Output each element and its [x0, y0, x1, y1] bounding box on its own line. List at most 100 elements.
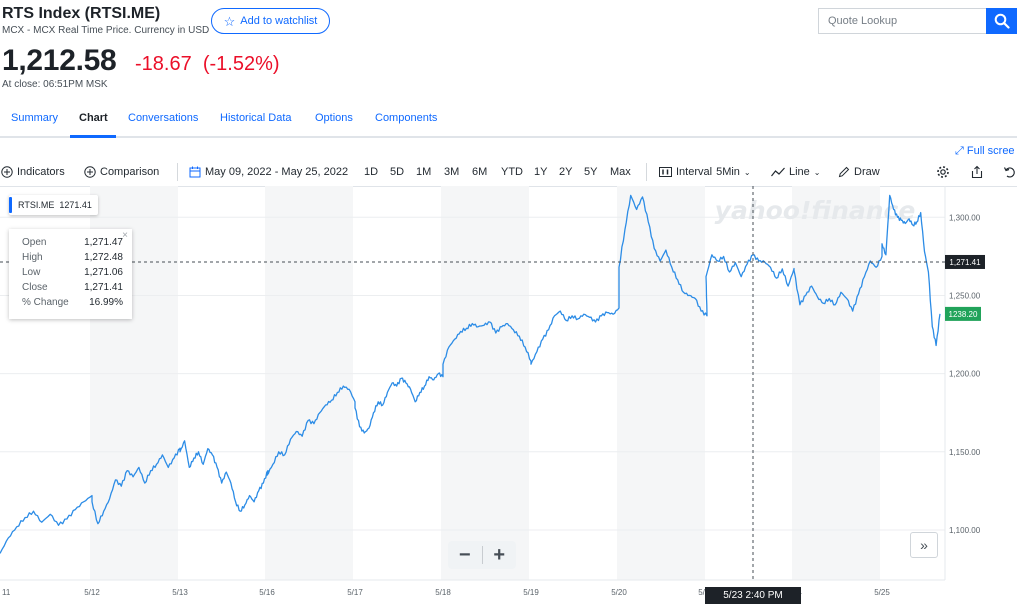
close-icon[interactable]: ×: [122, 230, 128, 241]
range-1m[interactable]: 1M: [416, 166, 432, 178]
tooltip-row-open: Open 1,271.47: [22, 235, 123, 250]
zoom-in-button[interactable]: +: [482, 541, 516, 569]
range-5d[interactable]: 5D: [390, 166, 405, 178]
price-chart[interactable]: yahoo!finance 1,100.001,150.001,200.001,…: [0, 186, 1017, 606]
tooltip-label: Close: [22, 282, 48, 293]
tooltip-value: 16.99%: [89, 297, 123, 308]
comparison-button[interactable]: Comparison: [84, 166, 159, 178]
range-5y[interactable]: 5Y: [584, 166, 598, 178]
pencil-icon: [838, 166, 850, 178]
tab-chart[interactable]: Chart: [79, 112, 108, 124]
yahoo-finance-watermark: yahoo!finance: [715, 196, 916, 225]
search-icon: [994, 13, 1010, 29]
tab-options[interactable]: Options: [315, 112, 353, 124]
price-line: [0, 194, 941, 554]
price-change-percent: (-1.52%): [202, 53, 280, 75]
range-ytd[interactable]: YTD: [501, 166, 523, 178]
candle-icon: [659, 167, 672, 177]
range-6m[interactable]: 6M: [472, 166, 488, 178]
series-legend[interactable]: RTSI.ME 1271.41: [9, 195, 98, 215]
comparison-label: Comparison: [100, 166, 160, 178]
quote-tabs: Summary Chart Conversations Historical D…: [0, 104, 1017, 138]
scroll-to-latest-button[interactable]: »: [910, 532, 938, 558]
y-tick-label: 1,100.00: [949, 526, 981, 535]
x-tick-label: 5/13: [172, 588, 188, 597]
ohlc-tooltip: × Open 1,271.47 High 1,272.48 Low 1,271.06 …: [9, 229, 132, 319]
tooltip-row-close: Close 1,271.41: [22, 280, 123, 295]
price-line-series: [0, 194, 941, 554]
tooltip-row-low: Low 1,271.06: [22, 265, 123, 280]
add-to-watchlist-button[interactable]: ☆ Add to watchlist: [211, 8, 330, 34]
plus-icon: +: [493, 543, 506, 566]
tooltip-row-high: High 1,272.48: [22, 250, 123, 265]
date-range-label: May 09, 2022 - May 25, 2022: [205, 166, 349, 178]
plus-circle-icon: [84, 166, 96, 178]
y-tick-label: 1,250.00: [949, 291, 981, 300]
tab-summary[interactable]: Summary: [11, 112, 59, 124]
price-change: -18.67 (-1.52%): [135, 53, 280, 76]
draw-label: Draw: [854, 166, 880, 178]
tooltip-label: High: [22, 252, 43, 263]
legend-symbol: RTSI.ME: [18, 200, 55, 210]
range-2y[interactable]: 2Y: [559, 166, 573, 178]
exchange-subtitle: MCX - MCX Real Time Price. Currency in U…: [2, 25, 210, 36]
chart-type-label: Line: [789, 166, 810, 178]
star-icon: ☆: [223, 13, 236, 29]
share-icon[interactable]: [970, 165, 984, 179]
x-tick-label: 5/16: [259, 588, 275, 597]
tab-historical-data[interactable]: Historical Data: [220, 112, 292, 124]
expand-icon: ⤢: [955, 145, 964, 157]
day-band: [265, 186, 353, 580]
x-tick-label: 5/12: [84, 588, 100, 597]
interval-dropdown[interactable]: Interval 5Min ⌄: [659, 166, 751, 178]
add-to-watchlist-label: Add to watchlist: [240, 15, 318, 27]
y-tick-label: 1,150.00: [949, 448, 981, 457]
tooltip-row-change: % Change 16.99%: [22, 295, 123, 310]
interval-value: 5Min: [716, 166, 740, 178]
day-band: [441, 186, 529, 580]
range-1d[interactable]: 1D: [364, 166, 379, 178]
gear-icon[interactable]: [936, 165, 950, 179]
price-change-value: -18.67: [135, 53, 192, 75]
zoom-out-button[interactable]: −: [448, 541, 482, 569]
crosshair: [0, 186, 945, 580]
line-chart-icon: [771, 167, 785, 177]
calendar-icon: [189, 166, 201, 178]
crosshair-time-label: 5/23 2:40 PM: [705, 587, 801, 604]
crosshair-price-tag: [945, 254, 985, 269]
draw-button[interactable]: Draw: [838, 166, 880, 178]
interval-label: Interval: [676, 166, 713, 178]
crosshair-price-label: 1,271.41: [949, 258, 981, 267]
indicators-button[interactable]: Indicators: [1, 166, 65, 178]
active-tab-indicator: [70, 135, 116, 138]
y-tick-label: 1,300.00: [949, 213, 981, 222]
range-max[interactable]: Max: [610, 166, 631, 178]
tab-components[interactable]: Components: [375, 112, 438, 124]
plus-circle-icon: [1, 166, 13, 178]
page-title: RTS Index (RTSI.ME): [2, 5, 161, 22]
chart-type-dropdown[interactable]: Line ⌄: [771, 166, 821, 178]
legend-value: 1271.41: [59, 200, 92, 210]
search-button[interactable]: [986, 8, 1017, 34]
undo-icon[interactable]: [1003, 165, 1017, 179]
last-price-label: 1238.20: [949, 310, 978, 319]
tab-conversations[interactable]: Conversations: [128, 112, 199, 124]
double-chevron-right-icon: »: [920, 537, 928, 553]
gridlines: [0, 216, 945, 531]
day-band: [792, 186, 880, 580]
tooltip-value: 1,272.48: [84, 252, 123, 263]
x-tick-label: 11: [2, 588, 11, 597]
range-3m[interactable]: 3M: [444, 166, 460, 178]
range-1y[interactable]: 1Y: [534, 166, 548, 178]
fullscreen-link[interactable]: ⤢ Full scree: [955, 145, 1015, 158]
tooltip-value: 1,271.41: [84, 282, 123, 293]
fullscreen-label: Full scree: [966, 145, 1015, 157]
quote-lookup-input[interactable]: Quote Lookup: [818, 8, 986, 34]
chevron-down-icon: ⌄: [743, 167, 751, 177]
date-range-button[interactable]: May 09, 2022 - May 25, 2022: [189, 166, 348, 178]
y-axis-labels: 1,100.00 1,150.00 1,200.00 1,250.00 1,300.00: [949, 213, 981, 535]
last-price-tag: [945, 306, 981, 321]
zoom-controls: − +: [448, 541, 516, 569]
price-tags: 1,271.41 1238.20: [945, 254, 985, 321]
tooltip-label: % Change: [22, 297, 69, 308]
